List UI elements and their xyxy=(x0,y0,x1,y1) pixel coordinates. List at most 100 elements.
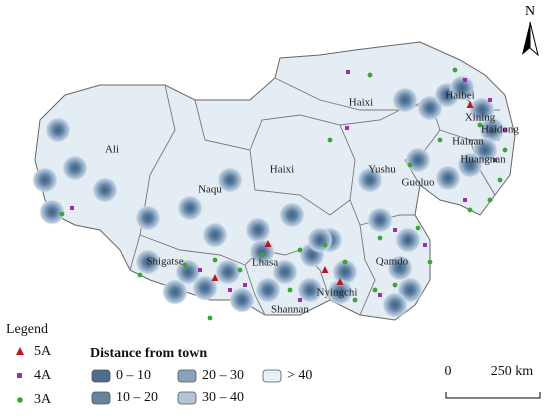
distance-swatch xyxy=(91,369,111,383)
distance-class-label: > 40 xyxy=(287,368,312,383)
point-4a xyxy=(298,298,302,302)
halo xyxy=(357,167,383,193)
legend-4a-symbol xyxy=(17,373,22,378)
distance-swatch xyxy=(262,369,282,383)
point-3a xyxy=(467,207,473,213)
legend-title: Legend xyxy=(6,322,48,337)
point-3a xyxy=(407,162,413,168)
region-label: Haidong xyxy=(481,124,519,136)
halo xyxy=(469,97,495,123)
legend-3a-symbol xyxy=(17,397,23,403)
point-4a xyxy=(463,78,467,82)
point-3a xyxy=(342,259,348,265)
halo xyxy=(435,165,461,191)
point-3a xyxy=(287,287,293,293)
halo xyxy=(39,199,65,225)
point-3a xyxy=(487,197,493,203)
halo xyxy=(279,202,305,228)
point-4a xyxy=(228,288,232,292)
halo xyxy=(162,279,188,305)
distance-swatch xyxy=(91,391,111,405)
point-3a xyxy=(452,67,458,73)
halo xyxy=(32,167,58,193)
distance-class-label: 20 – 30 xyxy=(202,368,244,383)
legend-item: 4A xyxy=(34,368,52,383)
point-3a xyxy=(367,72,373,78)
region-label: Naqu xyxy=(198,184,222,196)
plateau-outline xyxy=(34,41,516,321)
halo xyxy=(135,249,161,275)
halo xyxy=(192,275,218,301)
distance-class-label: 30 – 40 xyxy=(202,390,244,405)
point-3a xyxy=(59,211,65,217)
point-5a xyxy=(211,274,219,281)
point-3a xyxy=(372,287,378,293)
halo xyxy=(457,152,483,178)
halo xyxy=(45,117,71,143)
region-label: Lhasa xyxy=(252,257,278,269)
north-arrow: N xyxy=(522,4,539,57)
region-labels: Ali Naqu Haixi Haixi Yushu Haibei XiningHaidon… xyxy=(105,90,519,316)
region-label: Xining xyxy=(465,112,496,124)
point-3a xyxy=(322,242,328,248)
halo xyxy=(135,205,161,231)
point-4a xyxy=(378,293,382,297)
legend-item: 3A xyxy=(34,392,52,407)
halo xyxy=(405,147,431,173)
region-label: Nyingchi xyxy=(317,287,358,299)
region-label: Ali xyxy=(105,144,119,156)
point-3a xyxy=(207,315,213,321)
halo xyxy=(229,287,255,313)
point-3a xyxy=(182,262,188,268)
point-4a xyxy=(393,228,397,232)
point-4a xyxy=(503,128,507,132)
halo xyxy=(307,227,333,253)
scenic-points xyxy=(59,67,508,321)
point-3a xyxy=(259,252,265,258)
halo xyxy=(255,277,281,303)
region-label: Huangnan xyxy=(460,154,506,166)
point-3a xyxy=(477,122,483,128)
point-4a xyxy=(198,268,202,272)
point-3a xyxy=(237,267,243,273)
halo xyxy=(62,155,88,181)
arrow-right xyxy=(529,21,539,57)
point-4a xyxy=(70,206,74,210)
point-4a xyxy=(493,158,497,162)
halo xyxy=(367,207,393,233)
legend-distance-title: Distance from town xyxy=(90,346,207,361)
legend-item: 5A xyxy=(34,344,52,359)
halo xyxy=(382,292,408,318)
point-3a xyxy=(352,297,358,303)
region-label: Yushu xyxy=(368,164,396,176)
scale-end: 250 km xyxy=(491,364,534,379)
point-3a xyxy=(497,177,503,183)
point-4a xyxy=(463,198,467,202)
point-5a xyxy=(336,278,344,285)
legend: Legend 5A 4A 3A Distance from town 0 – 1… xyxy=(6,322,312,407)
point-3a xyxy=(502,147,508,153)
region-label: Shigatse xyxy=(146,256,183,268)
point-5a xyxy=(264,240,272,247)
distance-halos xyxy=(32,75,505,318)
halo xyxy=(387,255,413,281)
region-label: Qamdo xyxy=(376,256,409,268)
point-4a xyxy=(345,126,349,130)
halo xyxy=(175,259,201,285)
point-3a xyxy=(327,137,333,143)
point-5a xyxy=(466,101,474,108)
arrow-left xyxy=(522,22,530,55)
halo xyxy=(449,75,475,101)
region-label: Haixi xyxy=(270,164,294,176)
halo xyxy=(245,217,271,243)
point-4a xyxy=(488,98,492,102)
halo xyxy=(217,167,243,193)
point-3a xyxy=(137,272,143,278)
scale-line xyxy=(445,392,541,399)
halo xyxy=(332,259,358,285)
distance-class-label: 0 – 10 xyxy=(116,368,151,383)
halo xyxy=(272,259,298,285)
point-3a xyxy=(415,225,421,231)
distance-class-label: 10 – 20 xyxy=(116,390,158,405)
